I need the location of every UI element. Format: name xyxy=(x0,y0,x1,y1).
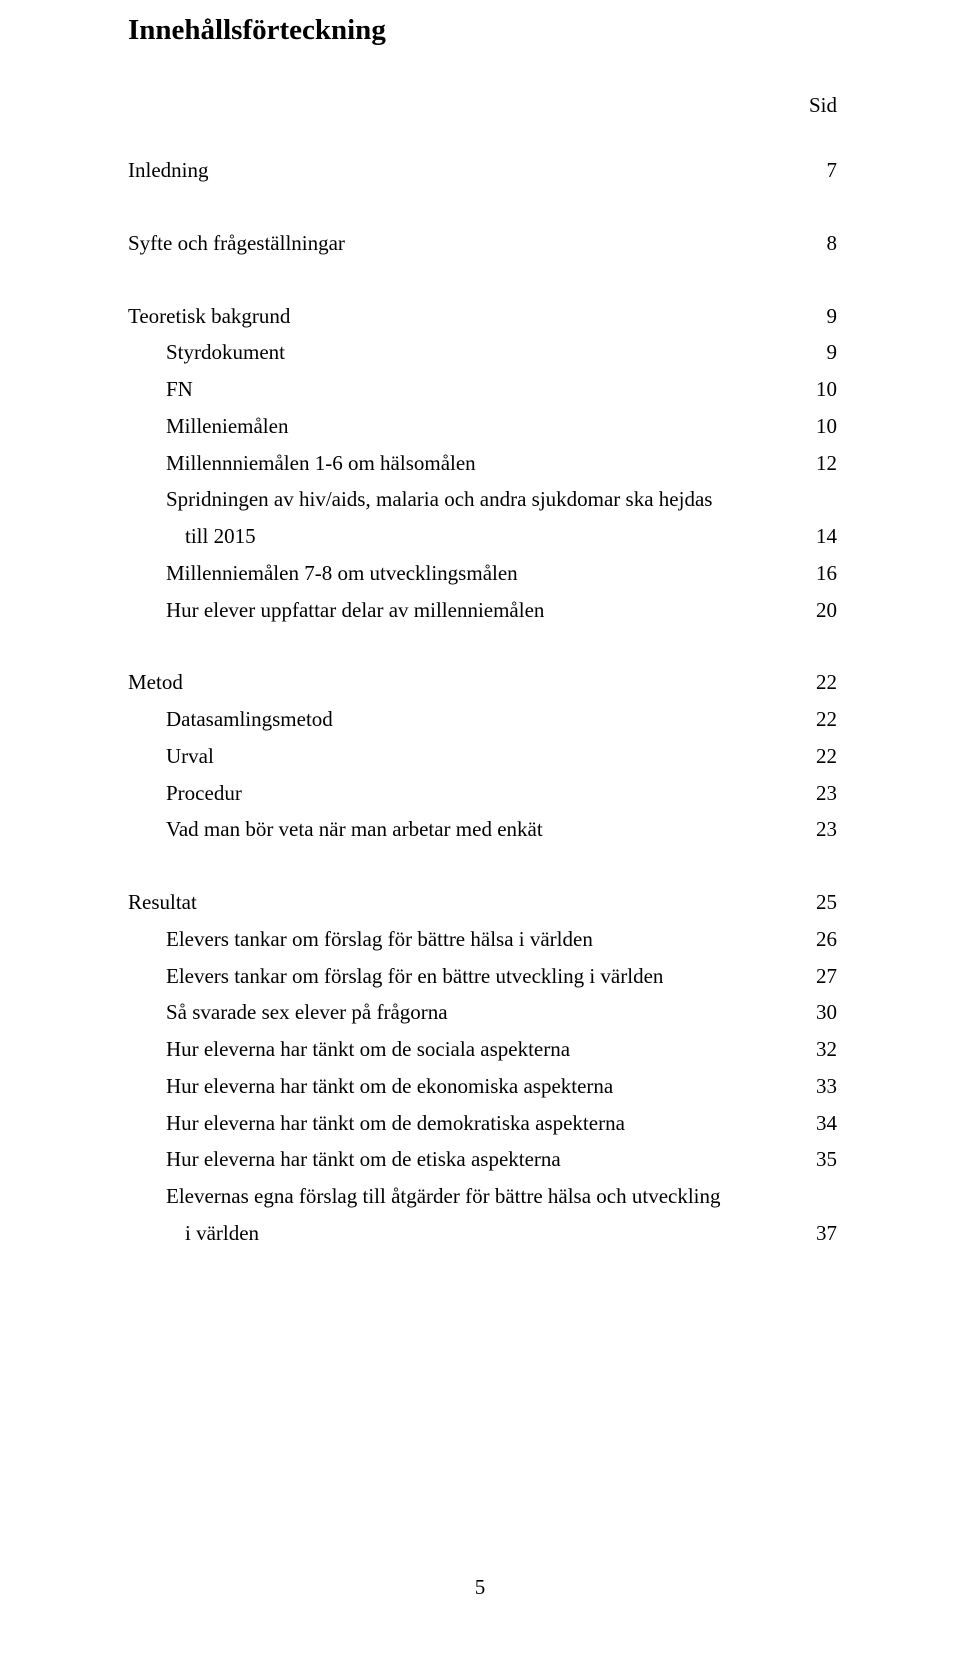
toc-entry: Syfte och frågeställningar8 xyxy=(128,225,837,262)
toc-entry: Teoretisk bakgrund9 xyxy=(128,298,837,335)
toc-entry-label: Spridningen av hiv/aids, malaria och and… xyxy=(166,481,807,518)
toc-entry-label: Teoretisk bakgrund xyxy=(128,298,807,335)
toc-entry-page: 10 xyxy=(807,371,837,408)
toc-entry-page: 30 xyxy=(807,994,837,1031)
toc-entry-label: i världen xyxy=(185,1215,807,1252)
toc-entry-page: 22 xyxy=(807,738,837,775)
toc-entry-label: Hur eleverna har tänkt om de etiska aspe… xyxy=(166,1141,807,1178)
page-number: 5 xyxy=(0,1575,960,1600)
toc-entry-page: 22 xyxy=(807,701,837,738)
toc-entry-label: Urval xyxy=(166,738,807,775)
toc-entry-label: Hur eleverna har tänkt om de sociala asp… xyxy=(166,1031,807,1068)
toc-entry-page: 12 xyxy=(807,445,837,482)
toc-entry-label: Inledning xyxy=(128,152,807,189)
toc-entry-page: 14 xyxy=(807,518,837,555)
toc-entry: Metod22 xyxy=(128,664,837,701)
toc-entry: Urval22 xyxy=(128,738,837,775)
toc-entry: Datasamlingsmetod22 xyxy=(128,701,837,738)
toc-entry: Inledning7 xyxy=(128,152,837,189)
toc-entry-label: Millennniemålen 1-6 om hälsomålen xyxy=(166,445,807,482)
toc-entry: Millennniemålen 1-6 om hälsomålen12 xyxy=(128,445,837,482)
toc-entry: Så svarade sex elever på frågorna30 xyxy=(128,994,837,1031)
toc-entry-label: Procedur xyxy=(166,775,807,812)
toc-entry-page: 7 xyxy=(807,152,837,189)
toc-entry: Hur eleverna har tänkt om de etiska aspe… xyxy=(128,1141,837,1178)
toc-entry-page: 22 xyxy=(807,664,837,701)
toc-entry-page: 16 xyxy=(807,555,837,592)
toc-entry-page: 10 xyxy=(807,408,837,445)
toc-entry: Hur elever uppfattar delar av millenniem… xyxy=(128,592,837,629)
toc-entry-label: Millenniemålen 7-8 om utvecklingsmålen xyxy=(166,555,807,592)
toc-entry-page: 34 xyxy=(807,1105,837,1142)
page-container: Innehållsförteckning Sid Inledning7Syfte… xyxy=(0,0,960,1252)
toc-entry-label: Resultat xyxy=(128,884,807,921)
toc-title: Innehållsförteckning xyxy=(128,14,837,47)
toc-entry-page: 27 xyxy=(807,958,837,995)
toc-entry: Milleniemålen10 xyxy=(128,408,837,445)
toc-entry: Resultat25 xyxy=(128,884,837,921)
toc-entry: i världen37 xyxy=(128,1215,837,1252)
toc-entry-label: Styrdokument xyxy=(166,334,807,371)
toc-entry-label: FN xyxy=(166,371,807,408)
toc-entry-label: Elevers tankar om förslag för en bättre … xyxy=(166,958,807,995)
toc-entry: Elevers tankar om förslag för bättre häl… xyxy=(128,921,837,958)
toc-entry: Vad man bör veta när man arbetar med enk… xyxy=(128,811,837,848)
toc-entry-label: Hur elever uppfattar delar av millenniem… xyxy=(166,592,807,629)
toc-entry-page xyxy=(807,481,837,518)
toc-entry-label: Så svarade sex elever på frågorna xyxy=(166,994,807,1031)
toc-entry: Elevers tankar om förslag för en bättre … xyxy=(128,958,837,995)
toc-entry-label: Vad man bör veta när man arbetar med enk… xyxy=(166,811,807,848)
toc-entry-page xyxy=(807,1178,837,1215)
toc-entry: Millenniemålen 7-8 om utvecklingsmålen16 xyxy=(128,555,837,592)
page-column-header: Sid xyxy=(809,93,837,118)
page-column-header-row: Sid xyxy=(128,93,837,118)
toc-entry: Hur eleverna har tänkt om de ekonomiska … xyxy=(128,1068,837,1105)
toc-entry-page: 20 xyxy=(807,592,837,629)
toc-entry-page: 32 xyxy=(807,1031,837,1068)
toc-entry-page: 9 xyxy=(807,298,837,335)
toc-entry-page: 37 xyxy=(807,1215,837,1252)
toc-entry: FN10 xyxy=(128,371,837,408)
toc-entry-label: Datasamlingsmetod xyxy=(166,701,807,738)
toc-entry-page: 23 xyxy=(807,775,837,812)
toc-entry-page: 33 xyxy=(807,1068,837,1105)
toc-entry-page: 26 xyxy=(807,921,837,958)
toc-entry-label: Elevers tankar om förslag för bättre häl… xyxy=(166,921,807,958)
toc-entry-page: 8 xyxy=(807,225,837,262)
toc-entry-page: 23 xyxy=(807,811,837,848)
toc-entry: Spridningen av hiv/aids, malaria och and… xyxy=(128,481,837,518)
toc-entry-page: 9 xyxy=(807,334,837,371)
toc-entry-page: 35 xyxy=(807,1141,837,1178)
toc-entry-label: Milleniemålen xyxy=(166,408,807,445)
toc-entry: Procedur23 xyxy=(128,775,837,812)
toc-entry: Elevernas egna förslag till åtgärder för… xyxy=(128,1178,837,1215)
toc-entry-label: Elevernas egna förslag till åtgärder för… xyxy=(166,1178,807,1215)
toc-entry-label: Syfte och frågeställningar xyxy=(128,225,807,262)
toc-entry-label: Hur eleverna har tänkt om de demokratisk… xyxy=(166,1105,807,1142)
toc-entry-label: Hur eleverna har tänkt om de ekonomiska … xyxy=(166,1068,807,1105)
toc-entry-label: Metod xyxy=(128,664,807,701)
toc-entry: Styrdokument9 xyxy=(128,334,837,371)
toc-entry-label: till 2015 xyxy=(185,518,807,555)
toc-entry: till 201514 xyxy=(128,518,837,555)
toc-list: Inledning7Syfte och frågeställningar8Teo… xyxy=(128,152,837,1252)
toc-entry: Hur eleverna har tänkt om de sociala asp… xyxy=(128,1031,837,1068)
toc-entry: Hur eleverna har tänkt om de demokratisk… xyxy=(128,1105,837,1142)
toc-entry-page: 25 xyxy=(807,884,837,921)
